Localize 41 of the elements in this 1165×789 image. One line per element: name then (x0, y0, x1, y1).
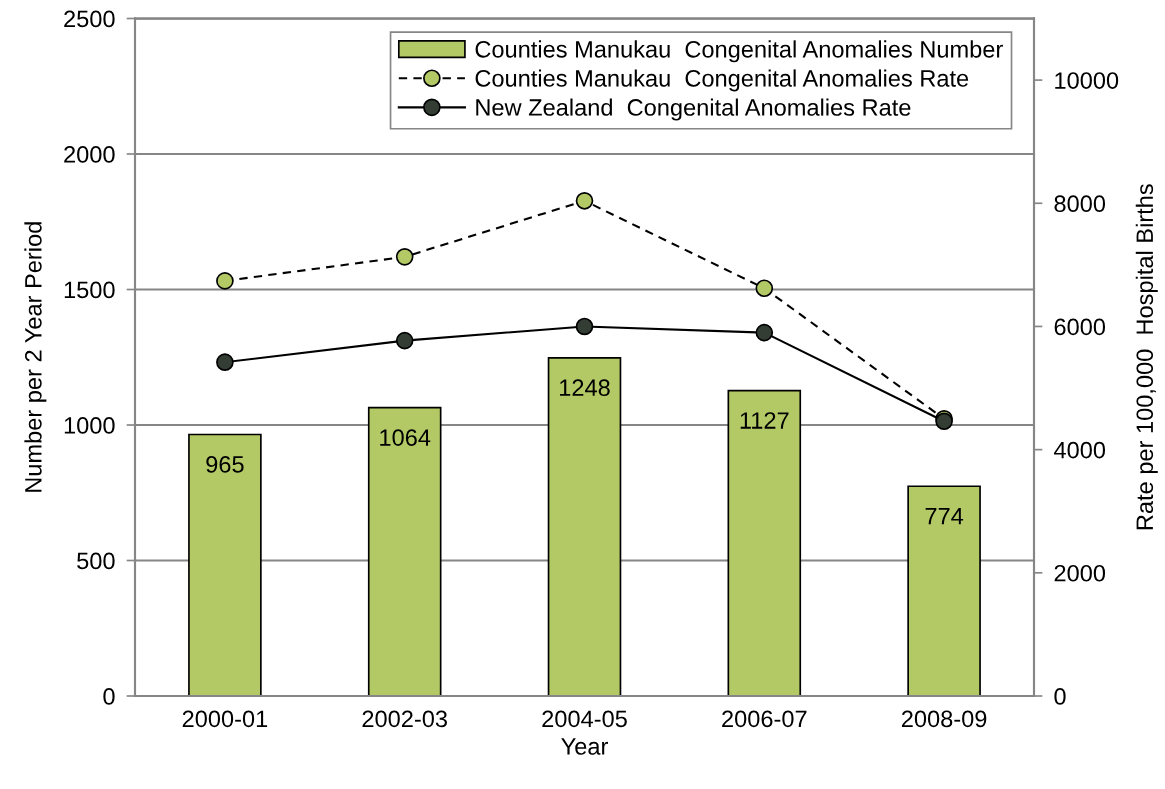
bar (367, 406, 442, 696)
point (575, 317, 594, 336)
y2-tick-label: 4000 (1053, 441, 1106, 459)
y2-tick-label: 0 (1054, 688, 1066, 705)
data-label: 1248 (560, 379, 610, 397)
legend-label: New Zealand Congenital Anomalies Rate (476, 98, 911, 121)
data-label: 774 (925, 508, 964, 525)
y2-tick-label: 2000 (1054, 564, 1106, 582)
y2-tick-label: 10000 (1055, 72, 1119, 89)
bar (547, 356, 622, 696)
data-label: 965 (206, 456, 244, 473)
point (755, 323, 774, 342)
x-tick-label: 2008-09 (901, 710, 987, 728)
y-tick-label: 0 (103, 688, 115, 705)
bar (907, 485, 981, 696)
bar (188, 433, 262, 696)
y2-tick-label: 8000 (1054, 195, 1106, 213)
y-tick-label: 1000 (64, 417, 115, 434)
y2-axis-title: Rate per 100,000 Hospital Births (1135, 184, 1158, 530)
x-axis-title: Year (561, 738, 608, 755)
point (216, 272, 234, 290)
legend-label: Counties Manukau Congenital Anomalies Rate (475, 69, 969, 92)
x-tick-label: 2006-07 (722, 710, 807, 728)
data-label: 1127 (740, 412, 789, 429)
bar (727, 389, 802, 696)
y-tick-label: 2000 (64, 146, 115, 163)
point (395, 331, 414, 350)
y-axis-title: Number per 2 Year Period (24, 222, 47, 492)
x-tick-label: 2002-03 (362, 710, 447, 728)
point (216, 353, 234, 371)
y-tick-label: 500 (77, 552, 115, 570)
point (395, 248, 414, 266)
x-tick-label: 2000-01 (182, 710, 268, 728)
y2-tick-label: 6000 (1054, 318, 1106, 336)
y-tick-label: 2500 (64, 10, 115, 28)
data-label: 1064 (380, 429, 431, 446)
x-tick-label: 2004-05 (542, 710, 627, 728)
y-tick-label: 1500 (64, 281, 115, 299)
point (755, 279, 774, 298)
point (575, 191, 594, 210)
legend-label: Counties Manukau Congenital Anomalies Number (475, 40, 1003, 63)
